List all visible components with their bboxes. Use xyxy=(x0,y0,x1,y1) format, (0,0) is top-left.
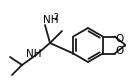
Text: O: O xyxy=(116,35,124,45)
Text: NH: NH xyxy=(26,49,41,59)
Text: 2: 2 xyxy=(53,14,58,23)
Text: NH: NH xyxy=(43,15,58,25)
Text: O: O xyxy=(116,46,124,56)
